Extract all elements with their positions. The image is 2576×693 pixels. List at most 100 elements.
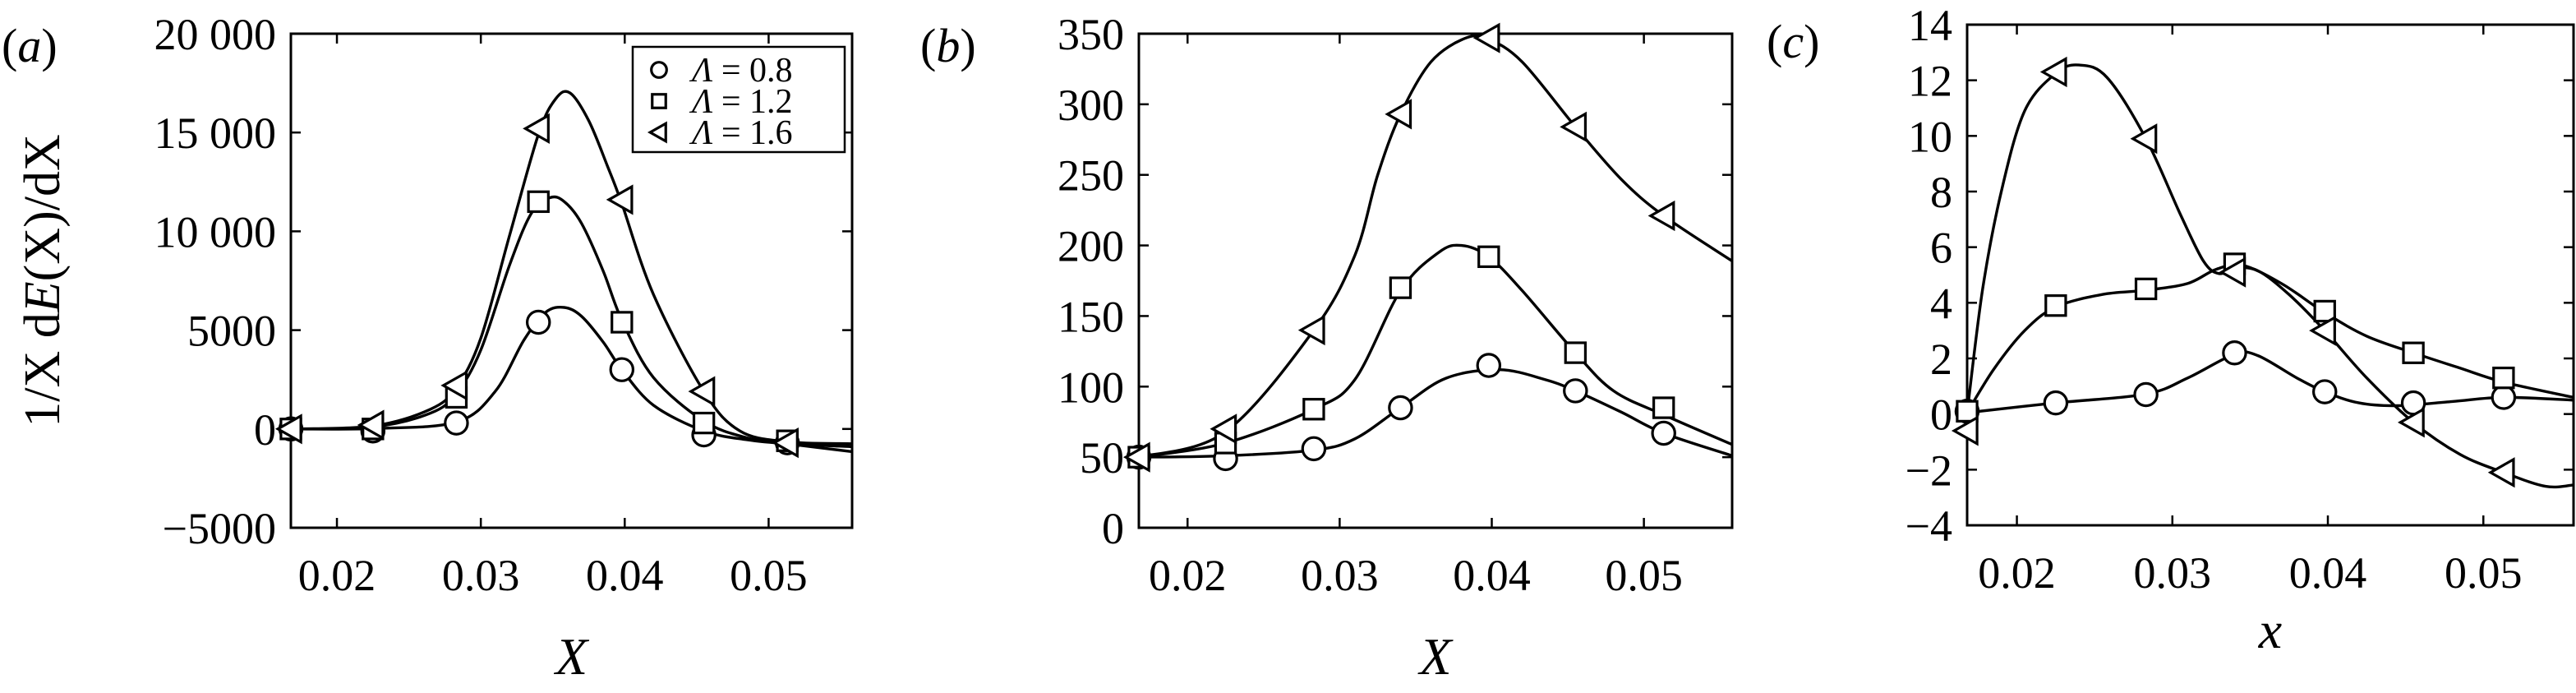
circle-marker (2311, 379, 2338, 404)
y-tick-label: 0 (1930, 390, 1952, 440)
y-tick-label: 5000 (187, 307, 276, 356)
triangle-left-marker (1210, 413, 1237, 445)
series-line (1967, 63, 2574, 489)
triangle-left-marker (1385, 99, 1412, 130)
square-marker (1302, 398, 1325, 421)
triangle-left-marker (1297, 315, 1325, 346)
circle-marker (650, 61, 668, 79)
triangle-left-marker (2398, 407, 2425, 438)
square-marker (611, 311, 634, 334)
x-tick-label: 0.03 (1301, 551, 1379, 600)
y-tick-label: 2 (1930, 335, 1952, 384)
panel-c: (c) −4 −2 0 2 4 6 8 10 12 14 0.02 0.03 0.04 0.05 x (1767, 1, 2575, 659)
series-curves (1967, 63, 2574, 489)
triangle-left-marker (1647, 200, 1675, 232)
plot-frame (289, 32, 854, 529)
x-tick-label: 0.02 (1149, 551, 1227, 600)
y-tick-label: 10 (1908, 112, 1952, 161)
x-tick-label: 0.05 (730, 551, 808, 600)
y-tick-label: 20 000 (154, 10, 277, 59)
x-tick-label: 0.02 (1978, 548, 2056, 598)
square-marker (2492, 366, 2515, 390)
legend: Λ = 0.8Λ = 1.2Λ = 1.6 (631, 45, 846, 154)
circle-marker (525, 309, 551, 335)
plot-frame (1965, 23, 2575, 527)
y-tick-label: 10 000 (154, 207, 277, 256)
x-tick-label: 0.05 (1605, 551, 1683, 600)
circle-marker (2222, 340, 2247, 366)
series-markers (1122, 22, 1676, 473)
series-line (1139, 34, 1732, 459)
triangle-left-marker (1122, 441, 1150, 473)
circle-marker (2491, 385, 2517, 410)
series-line (1967, 263, 2574, 413)
y-tick-label: 0 (1102, 504, 1124, 553)
panel-a: (a) −5000 0 5000 10 000 15 000 20 000 0.02 0.03 0… (2, 10, 854, 686)
triangle-left-marker (2487, 457, 2515, 488)
triangle-left-marker (1472, 22, 1500, 53)
series-markers (274, 113, 800, 459)
y-tick-label: 6 (1930, 224, 1952, 273)
square-marker (1956, 400, 1979, 423)
triangle-left-marker (772, 427, 799, 459)
y-tick-label: 350 (1058, 10, 1124, 59)
y-tick-label: 14 (1908, 1, 1952, 50)
y-tick-label: 150 (1058, 292, 1124, 341)
circle-marker (1388, 395, 1413, 421)
y-tick-label: 50 (1080, 433, 1124, 483)
legend-label: Λ = 1.6 (689, 114, 793, 152)
y-tick-label: 250 (1058, 151, 1124, 201)
x-axis-label: X (553, 627, 590, 686)
square-marker (692, 411, 716, 435)
square-marker (1652, 396, 1675, 419)
square-marker (1477, 245, 1500, 269)
triangle-left-marker (440, 370, 468, 401)
triangle-left-marker (688, 376, 716, 407)
panel-label: (c) (1767, 15, 1819, 68)
circle-marker (1651, 420, 1676, 446)
panel-label: (a) (2, 19, 58, 72)
series-markers (1951, 56, 2517, 488)
y-tick-label: 8 (1930, 168, 1952, 217)
y-tick-label: −5000 (163, 504, 276, 553)
legend-box (631, 45, 846, 154)
y-tick-label: 12 (1908, 57, 1952, 106)
square-marker (1564, 341, 1588, 364)
y-tick-label: 15 000 (154, 109, 277, 158)
triangle-left-marker (606, 184, 634, 215)
square-marker (651, 93, 667, 109)
y-tick-label: 200 (1058, 222, 1124, 271)
y-tick-label: 100 (1058, 363, 1124, 412)
y-tick-label: −2 (1906, 446, 1952, 495)
y-tick-label: 300 (1058, 81, 1124, 130)
series-line (291, 195, 852, 454)
triangle-left-marker (357, 409, 385, 441)
x-tick-label: 0.04 (1453, 551, 1531, 600)
circle-marker (609, 357, 635, 382)
square-marker (2402, 341, 2425, 364)
y-axis-label: 1/X dE(X)/dX (15, 134, 71, 427)
series-curves (1139, 34, 1732, 459)
series-line (1967, 350, 2574, 414)
x-tick-label: 0.05 (2445, 548, 2523, 598)
x-axis-label: x (2258, 601, 2282, 659)
circle-marker (444, 410, 469, 436)
legend-label: Λ = 1.2 (689, 83, 793, 121)
triangle-left-marker (2309, 315, 2336, 346)
triangle-left-marker (1560, 111, 1588, 142)
y-tick-label: −4 (1906, 501, 1952, 551)
circle-marker (2043, 390, 2069, 416)
series-line (1139, 243, 1732, 459)
triangle-left-marker (647, 121, 667, 144)
triangle-left-marker (2219, 256, 2247, 288)
circle-marker (2133, 381, 2159, 408)
plot-frame (1137, 32, 1734, 529)
legend-label: Λ = 0.8 (689, 52, 793, 90)
square-marker (527, 190, 550, 214)
triangle-left-marker (2039, 56, 2067, 88)
x-axis-label: X (1417, 627, 1454, 686)
x-tick-label: 0.04 (2289, 548, 2367, 598)
x-tick-label: 0.03 (442, 551, 520, 600)
